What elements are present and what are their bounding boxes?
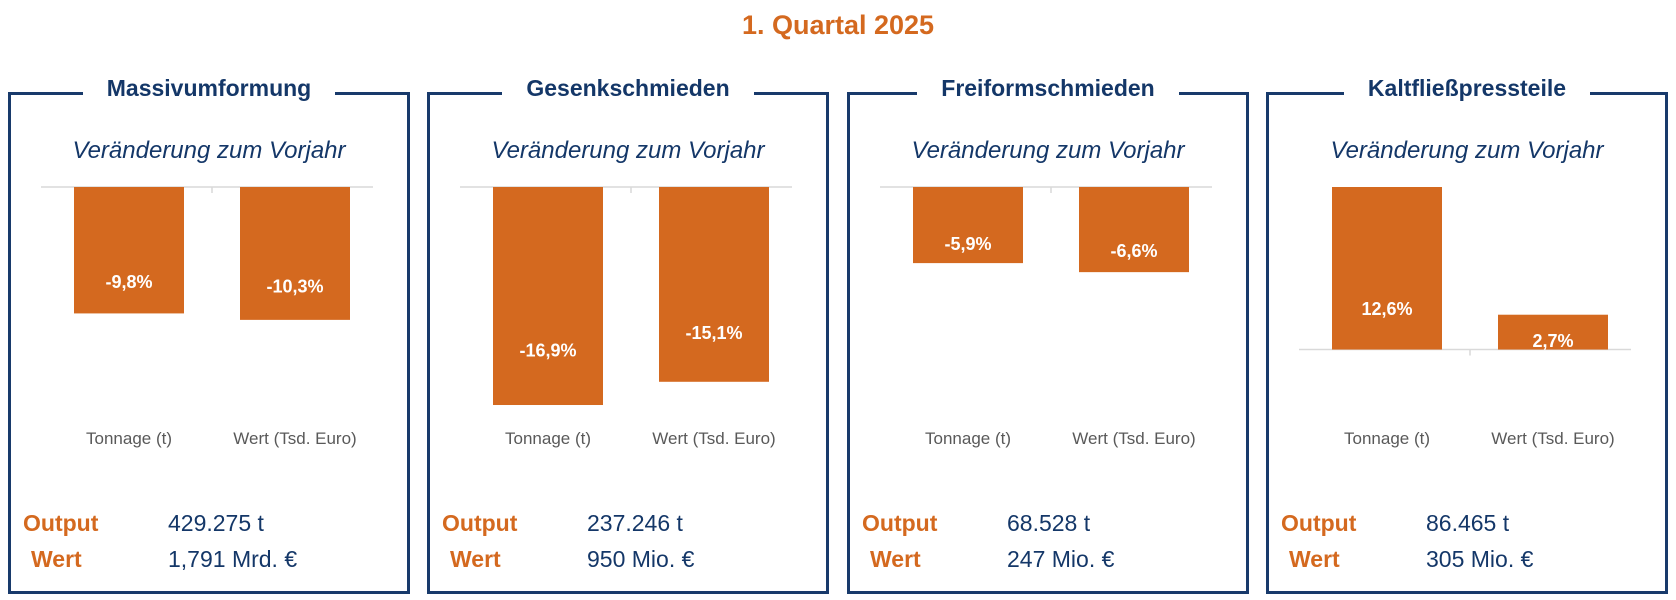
panel-massivumformung: Massivumformung Veränderung zum Vorjahr … — [8, 75, 410, 594]
bar — [659, 187, 769, 382]
wert-value: 1,791 Mrd. € — [168, 546, 298, 572]
output-label: Output — [1281, 510, 1357, 536]
output-label: Output — [442, 510, 518, 536]
wert-value: 247 Mio. € — [1007, 546, 1115, 572]
bar-chart: -5,9% Tonnage (t) -6,6% Wert (Tsd. Euro) — [880, 186, 1212, 448]
data-label: -6,6% — [1110, 241, 1157, 261]
category-label: Tonnage (t) — [1344, 429, 1430, 448]
panel-subtitle: Veränderung zum Vorjahr — [491, 137, 765, 164]
wert-value: 950 Mio. € — [587, 546, 695, 572]
data-label: -15,1% — [685, 323, 742, 343]
category-label: Wert (Tsd. Euro) — [233, 429, 356, 448]
panel-freiformschmieden: Freiformschmieden Veränderung zum Vorjah… — [847, 75, 1249, 594]
data-label: -5,9% — [944, 234, 991, 254]
category-label: Wert (Tsd. Euro) — [652, 429, 775, 448]
panel-subtitle: Veränderung zum Vorjahr — [72, 137, 346, 164]
data-label: -10,3% — [266, 277, 323, 297]
category-label: Wert (Tsd. Euro) — [1072, 429, 1195, 448]
panel-title: Kaltfließpressteile — [1343, 75, 1591, 101]
category-label: Tonnage (t) — [925, 429, 1011, 448]
page-title: 1. Quartal 2025 — [741, 10, 935, 40]
panel-gesenkschmieden: Gesenkschmieden Veränderung zum Vorjahr … — [427, 75, 829, 594]
wert-label: Wert — [31, 546, 82, 572]
output-value: 68.528 t — [1007, 510, 1091, 536]
category-label: Tonnage (t) — [505, 429, 591, 448]
wert-value: 305 Mio. € — [1426, 546, 1534, 572]
bar — [240, 187, 350, 320]
panel-subtitle: Veränderung zum Vorjahr — [911, 137, 1185, 164]
bar — [493, 187, 603, 406]
bar — [1079, 187, 1189, 273]
bar — [74, 187, 184, 314]
data-label: 2,7% — [1532, 331, 1573, 351]
bar — [913, 187, 1023, 264]
bar-chart: 12,6% Tonnage (t) 2,7% Wert (Tsd. Euro) — [1299, 187, 1631, 448]
wert-label: Wert — [450, 546, 501, 572]
panel-kaltfliesspressteile: Kaltfließpressteile Veränderung zum Vorj… — [1266, 75, 1668, 594]
output-value: 237.246 t — [587, 510, 683, 536]
panel-title: Massivumformung — [82, 75, 336, 101]
output-label: Output — [862, 510, 938, 536]
category-label: Wert (Tsd. Euro) — [1491, 429, 1614, 448]
data-label: -16,9% — [519, 341, 576, 361]
category-label: Tonnage (t) — [86, 429, 172, 448]
panel-title: Gesenkschmieden — [502, 75, 754, 101]
output-value: 86.465 t — [1426, 510, 1510, 536]
output-value: 429.275 t — [168, 510, 264, 536]
output-label: Output — [23, 510, 99, 536]
bar — [1498, 314, 1608, 350]
data-label: -9,8% — [105, 272, 152, 292]
panel-title: Freiformschmieden — [917, 75, 1179, 101]
bar-chart: -9,8% Tonnage (t) -10,3% Wert (Tsd. Euro) — [41, 186, 373, 448]
bar-chart: -16,9% Tonnage (t) -15,1% Wert (Tsd. Euro) — [460, 186, 792, 448]
wert-label: Wert — [870, 546, 921, 572]
panel-subtitle: Veränderung zum Vorjahr — [1330, 137, 1604, 164]
data-label: 12,6% — [1361, 299, 1412, 319]
wert-label: Wert — [1289, 546, 1340, 572]
bar — [1332, 187, 1442, 350]
